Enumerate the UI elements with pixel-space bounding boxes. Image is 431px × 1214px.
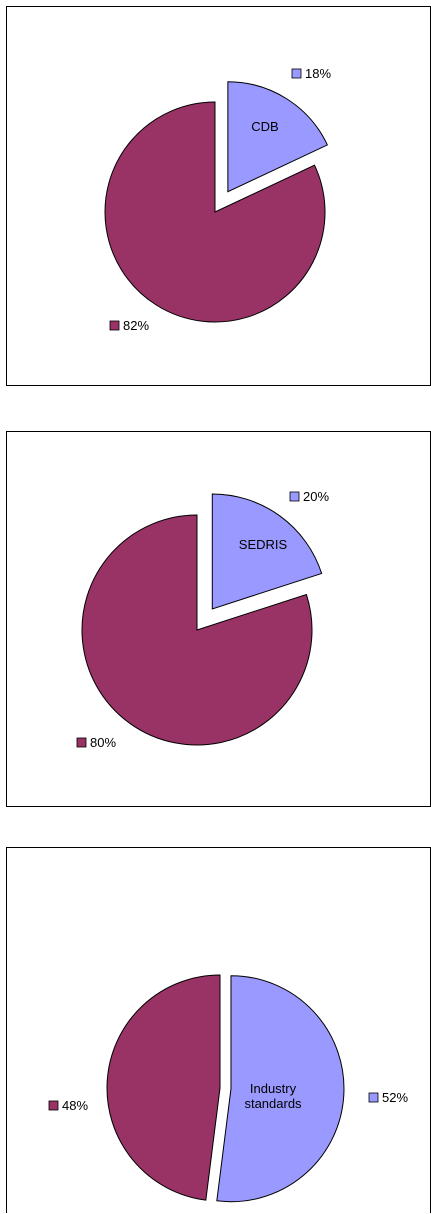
legend-swatch-primary: [109, 320, 120, 331]
pie-chart-industry-panel: 52% 48% Industry standards: [6, 847, 431, 1213]
pie-slice-secondary: [216, 975, 345, 1203]
pie-chart-cdb: 18% 82% CDB: [104, 66, 331, 333]
pie-slice-primary: [106, 974, 221, 1201]
legend-label-primary: 80%: [90, 735, 116, 750]
slice-label: Industry standards: [244, 1081, 302, 1111]
pie-chart-cdb-panel: 18% 82% CDB: [6, 6, 431, 386]
pie-chart-sedris-panel: 20% 80% SEDRIS: [6, 431, 431, 807]
legend-swatch-secondary: [291, 68, 302, 79]
legend-label-primary: 82%: [123, 318, 149, 333]
pie-slice-secondary: [211, 493, 323, 610]
legend-swatch-primary: [48, 1100, 59, 1111]
legend-swatch-secondary: [368, 1092, 379, 1103]
legend-label-secondary: 20%: [303, 489, 329, 504]
pie-slice-primary: [104, 101, 326, 323]
pie-chart-sedris: 20% 80% SEDRIS: [76, 489, 329, 750]
legend-label-secondary: 52%: [382, 1090, 408, 1105]
pie-slice-secondary: [227, 81, 329, 193]
legend-swatch-secondary: [289, 491, 300, 502]
legend-swatch-primary: [76, 737, 87, 748]
pie-chart-industry: 52% 48% Industry standards: [48, 974, 408, 1203]
slice-label: CDB: [251, 119, 278, 134]
slice-label: SEDRIS: [239, 537, 288, 552]
legend-label-primary: 48%: [62, 1098, 88, 1113]
pie-slice-primary: [81, 514, 313, 746]
legend-label-secondary: 18%: [305, 66, 331, 81]
